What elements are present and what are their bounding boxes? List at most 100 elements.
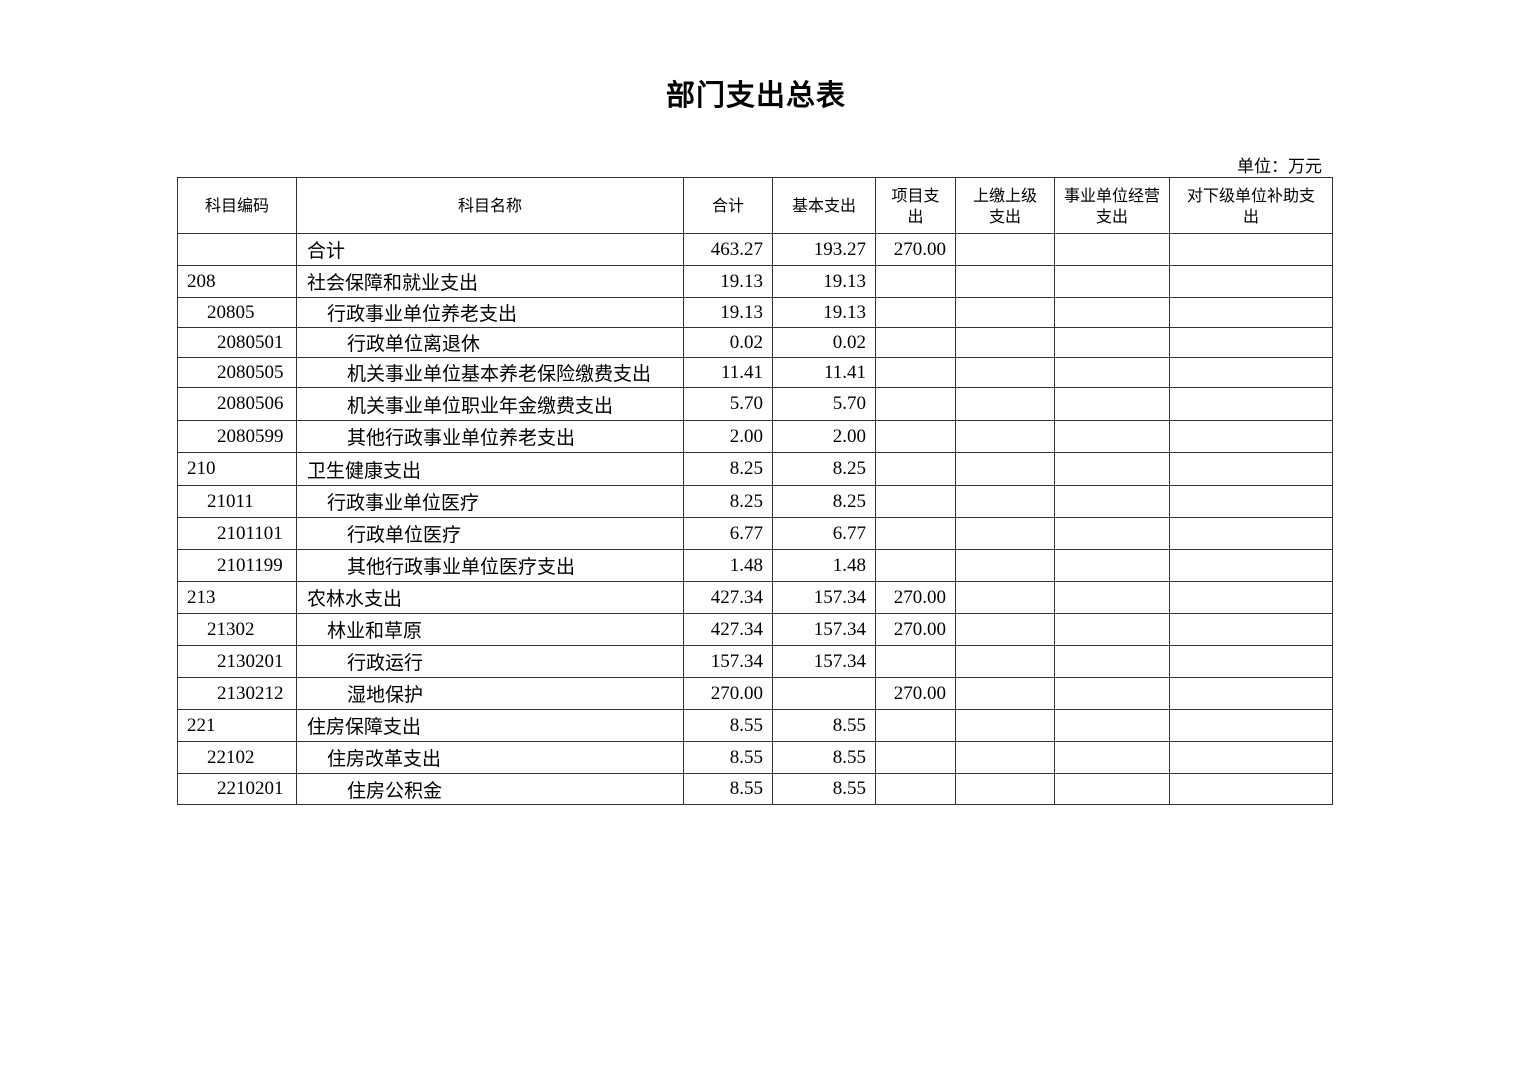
cell-subsidy [1169, 357, 1333, 388]
cell-subsidy [1169, 645, 1333, 678]
cell-business [1054, 357, 1170, 388]
cell-project: 270.00 [875, 613, 956, 646]
cell-subsidy [1169, 549, 1333, 582]
cell-total: 8.55 [683, 773, 773, 805]
cell-upper [955, 741, 1055, 774]
cell-subsidy [1169, 741, 1333, 774]
cell-upper [955, 677, 1055, 710]
table-row: 2080599 其他行政事业单位养老支出 2.00 2.00 [177, 420, 1333, 453]
cell-code: 221 [177, 709, 297, 742]
cell-code: 213 [177, 581, 297, 614]
cell-total: 0.02 [683, 327, 773, 358]
table-row: 2080505 机关事业单位基本养老保险缴费支出 11.41 11.41 [177, 357, 1333, 388]
cell-upper [955, 709, 1055, 742]
cell-total: 8.25 [683, 485, 773, 518]
cell-project [875, 265, 956, 298]
table-header-row: 科目编码 科目名称 合计 基本支出 项目支出 上缴上级支出 事业单位经营支出 对… [177, 177, 1333, 234]
cell-code: 2080505 [177, 357, 297, 388]
table-row: 2101101 行政单位医疗 6.77 6.77 [177, 517, 1333, 550]
cell-business [1054, 677, 1170, 710]
cell-business [1054, 517, 1170, 550]
cell-business [1054, 265, 1170, 298]
cell-name: 机关事业单位基本养老保险缴费支出 [296, 357, 684, 388]
cell-subsidy [1169, 773, 1333, 805]
cell-upper [955, 297, 1055, 328]
cell-total: 8.55 [683, 709, 773, 742]
cell-business [1054, 387, 1170, 421]
cell-subsidy [1169, 517, 1333, 550]
cell-upper [955, 581, 1055, 614]
cell-total: 11.41 [683, 357, 773, 388]
cell-upper [955, 517, 1055, 550]
table-row: 221 住房保障支出 8.55 8.55 [177, 709, 1333, 742]
table-row: 21011 行政事业单位医疗 8.25 8.25 [177, 485, 1333, 518]
table-row: 2080501 行政单位离退休 0.02 0.02 [177, 327, 1333, 358]
cell-business [1054, 709, 1170, 742]
cell-subsidy [1169, 452, 1333, 486]
cell-basic: 1.48 [772, 549, 876, 582]
cell-upper [955, 549, 1055, 582]
table-row: 合计 463.27 193.27 270.00 [177, 233, 1333, 266]
cell-business [1054, 581, 1170, 614]
cell-total: 1.48 [683, 549, 773, 582]
cell-total: 157.34 [683, 645, 773, 678]
cell-name: 卫生健康支出 [296, 452, 684, 486]
table-row: 2101199 其他行政事业单位医疗支出 1.48 1.48 [177, 549, 1333, 582]
cell-code: 208 [177, 265, 297, 298]
cell-total: 427.34 [683, 613, 773, 646]
cell-upper [955, 265, 1055, 298]
cell-name: 行政单位离退休 [296, 327, 684, 358]
table-row: 210 卫生健康支出 8.25 8.25 [177, 452, 1333, 486]
cell-upper [955, 420, 1055, 453]
table-row: 2210201 住房公积金 8.55 8.55 [177, 773, 1333, 805]
cell-total: 6.77 [683, 517, 773, 550]
cell-business [1054, 549, 1170, 582]
cell-project [875, 645, 956, 678]
cell-upper [955, 452, 1055, 486]
cell-name: 其他行政事业单位医疗支出 [296, 549, 684, 582]
cell-upper [955, 613, 1055, 646]
table-row: 2130201 行政运行 157.34 157.34 [177, 645, 1333, 678]
cell-total: 5.70 [683, 387, 773, 421]
cell-business [1054, 645, 1170, 678]
cell-upper [955, 387, 1055, 421]
cell-code: 21302 [177, 613, 297, 646]
cell-business [1054, 420, 1170, 453]
cell-name: 行政事业单位养老支出 [296, 297, 684, 328]
expenditure-table: 科目编码 科目名称 合计 基本支出 项目支出 上缴上级支出 事业单位经营支出 对… [177, 177, 1333, 805]
cell-business [1054, 741, 1170, 774]
cell-code: 2101101 [177, 517, 297, 550]
cell-subsidy [1169, 420, 1333, 453]
cell-subsidy [1169, 709, 1333, 742]
cell-total: 2.00 [683, 420, 773, 453]
cell-project: 270.00 [875, 233, 956, 266]
cell-subsidy [1169, 297, 1333, 328]
header-project: 项目支出 [875, 177, 956, 234]
cell-business [1054, 297, 1170, 328]
cell-subsidy [1169, 387, 1333, 421]
cell-name: 行政事业单位医疗 [296, 485, 684, 518]
table-row: 208 社会保障和就业支出 19.13 19.13 [177, 265, 1333, 298]
header-name: 科目名称 [296, 177, 684, 234]
cell-name: 其他行政事业单位养老支出 [296, 420, 684, 453]
cell-code: 2101199 [177, 549, 297, 582]
cell-basic: 8.25 [772, 485, 876, 518]
cell-basic: 8.55 [772, 741, 876, 774]
table-row: 213 农林水支出 427.34 157.34 270.00 [177, 581, 1333, 614]
cell-total: 427.34 [683, 581, 773, 614]
cell-project [875, 709, 956, 742]
cell-name: 农林水支出 [296, 581, 684, 614]
cell-code: 2210201 [177, 773, 297, 805]
cell-total: 19.13 [683, 297, 773, 328]
header-code: 科目编码 [177, 177, 297, 234]
cell-code: 20805 [177, 297, 297, 328]
cell-code: 22102 [177, 741, 297, 774]
cell-project [875, 773, 956, 805]
header-business: 事业单位经营支出 [1054, 177, 1170, 234]
cell-code [177, 233, 297, 266]
table-row: 21302 林业和草原 427.34 157.34 270.00 [177, 613, 1333, 646]
cell-upper [955, 357, 1055, 388]
cell-business [1054, 452, 1170, 486]
table-row: 22102 住房改革支出 8.55 8.55 [177, 741, 1333, 774]
cell-basic: 8.55 [772, 709, 876, 742]
